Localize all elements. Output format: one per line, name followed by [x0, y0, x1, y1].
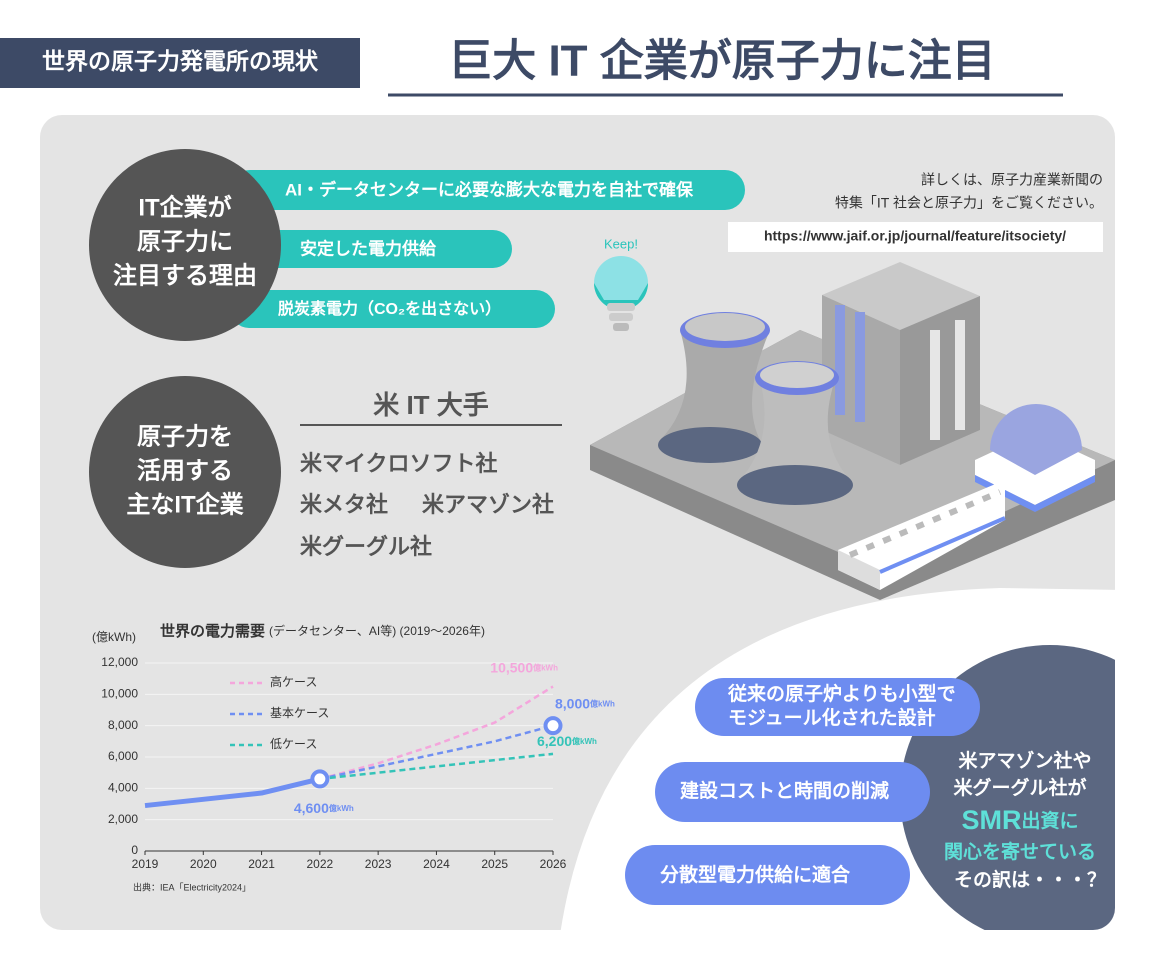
url[interactable]: https://www.jaif.or.jp/journal/feature/i… [764, 228, 1066, 244]
conclusion-text: 米アマゾン社や [958, 749, 1091, 772]
value-label: 10,500億kWh [490, 659, 558, 675]
chart: 0 2,000 4,000 6,000 8,000 10,000 12,000 2019 202… [101, 655, 615, 871]
reason-pill [230, 290, 555, 328]
feature-pill [625, 845, 910, 905]
reasons-heading: 注目する理由 [113, 261, 257, 289]
y-tick-label: 6,000 [108, 749, 138, 763]
y-tick-label: 10,000 [101, 687, 138, 701]
bulb [594, 256, 648, 310]
reason-pill [230, 170, 745, 210]
x-tick-label: 2020 [190, 857, 217, 871]
company-name: 米メタ社 [300, 492, 388, 517]
info-text: 特集「IT 社会と原子力」をご覧ください。 [835, 195, 1103, 211]
x-tick-label: 2026 [540, 857, 567, 871]
companies-heading: 原子力を [137, 423, 233, 450]
reason-text: AI・データセンターに必要な膨大な電力を自社で確保 [285, 179, 694, 199]
series-line [144, 776, 321, 809]
x-tick-label: 2021 [248, 857, 275, 871]
conclusion-text: SMR出資に [961, 805, 1078, 835]
legend-label: 低ケース [270, 737, 317, 751]
legend-label: 基本ケース [270, 706, 329, 720]
smr-highlight: SMR [961, 805, 1021, 835]
conclusion-text: その訳は・・・？ [954, 868, 1106, 891]
x-tick-label: 2025 [481, 857, 508, 871]
company-name: 米アマゾン社 [422, 492, 554, 517]
page-title: 巨大 IT 企業が原子力に注目 [448, 37, 996, 86]
y-axis-label: (億kWh) [92, 630, 136, 644]
value-label: 10,500 [490, 659, 533, 675]
conclusion-text: 出資に [1021, 809, 1078, 832]
company-name: 米マイクロソフト社 [300, 451, 498, 476]
bulb-base [607, 303, 635, 311]
point-marker [543, 716, 563, 736]
series-line [319, 752, 554, 781]
value-unit: 億kWh [533, 663, 558, 673]
point-marker [310, 769, 330, 789]
companies-heading: 活用する [137, 457, 233, 484]
value-label: 4,600 [294, 800, 329, 816]
keep-label: Keep! [604, 236, 638, 251]
feature-text: 従来の原子炉よりも小型で [727, 682, 956, 705]
x-tick-label: 2019 [132, 857, 159, 871]
y-tick-label: 0 [131, 843, 138, 857]
feature-pill [695, 678, 980, 736]
value-unit: 億kWh [572, 736, 597, 746]
value-unit: 億kWh [329, 803, 354, 813]
reason-text: 脱炭素電力（CO₂を出さない） [278, 299, 501, 318]
value-label: 4,600億kWh [294, 800, 354, 816]
value-label: 8,000 [555, 695, 590, 711]
reasons-heading: 原子力に [137, 228, 233, 255]
series-line [319, 685, 554, 781]
reasons-circle [89, 149, 281, 341]
companies-heading: 主なIT企業 [126, 490, 243, 518]
y-tick-label: 2,000 [108, 812, 138, 826]
feature-pill [655, 762, 930, 822]
companies-circle [89, 376, 281, 568]
info-text: 詳しくは、原子力産業新聞の [921, 172, 1103, 188]
section-label: 世界の原子力発電所の現状 [42, 48, 319, 74]
conclusion-text: 米グーグル社が [953, 776, 1086, 799]
y-tick-label: 12,000 [101, 655, 138, 669]
y-tick-label: 4,000 [108, 781, 138, 795]
conclusion-text: 関心を寄せている [944, 840, 1096, 863]
feature-text: モジュール化された設計 [728, 706, 936, 729]
value-label: 6,200億kWh [537, 733, 597, 749]
chart-title: 世界の電力需要 (データセンター、AI等) (2019～2026年) [160, 622, 485, 640]
x-tick-label: 2024 [423, 857, 450, 871]
feature-text: 建設コストと時間の削減 [680, 779, 889, 802]
url-box [728, 222, 1103, 252]
chart-title: 世界の電力需要 [160, 622, 265, 640]
section-label-box [0, 38, 360, 88]
company-name: 米グーグル社 [300, 534, 432, 559]
value-label: 6,200 [537, 733, 572, 749]
plant-illustration [590, 262, 1115, 600]
reason-text: 安定した電力供給 [300, 238, 437, 258]
value-unit: 億kWh [590, 699, 615, 709]
x-tick-label: 2022 [307, 857, 334, 871]
bulb [594, 283, 648, 310]
value-label: 8,000億kWh [555, 695, 615, 711]
bulb-base [613, 323, 629, 331]
group-title: 米 IT 大手 [373, 390, 489, 420]
reason-pill [240, 230, 512, 268]
x-tick-label: 2023 [365, 857, 392, 871]
legend-label: 高ケース [270, 674, 317, 689]
feature-text: 分散型電力供給に適合 [660, 863, 851, 886]
chart-subtitle: (データセンター、AI等) (2019～2026年) [269, 623, 485, 638]
y-tick-label: 8,000 [108, 718, 138, 732]
bulb-base [609, 313, 633, 321]
reasons-heading: IT企業が [138, 193, 231, 221]
chart-source: 出典：IEA「Electricity2024」 [133, 881, 251, 892]
